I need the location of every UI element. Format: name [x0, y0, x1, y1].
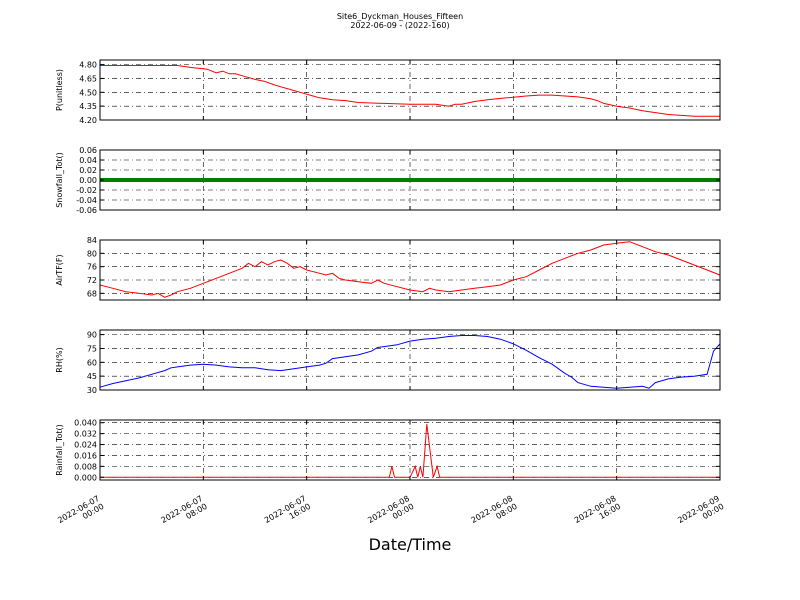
series-line-airt	[99, 241, 721, 298]
x-tick-label-4: 2022-06-0808:00	[470, 494, 519, 533]
y-tick-label-snow-3: 0.00	[79, 176, 97, 185]
x-tick-label-3: 2022-06-0800:00	[366, 494, 415, 533]
panel-snow: -0.06-0.04-0.020.000.020.040.06 Snowfall_…	[55, 146, 721, 215]
y-tick-label-rain-4: 0.032	[74, 430, 97, 439]
figure-subtitle: 2022-06-09 - (2022-160)	[350, 21, 449, 30]
y-tick-label-rain-5: 0.040	[74, 419, 97, 428]
panel-p: 4.20 4.35 4.50 4.65 4.80 P(unitless)	[55, 59, 721, 125]
x-tick-label-1: 2022-06-0708:00	[160, 494, 209, 533]
y-axis-label-rh: RH(%)	[55, 347, 64, 372]
panel-rh: 30 45 60 75 90 RH(%)	[55, 329, 721, 395]
y-axis-label-p: P(unitless)	[55, 69, 64, 111]
y-tick-label-airt-2: 76	[87, 263, 97, 272]
y-axis-label-rain: Rainfall_Tot()	[55, 424, 64, 476]
series-line-rh	[99, 335, 721, 389]
panels: 4.204.354.504.654.80P(unitless)-0.06-0.0…	[55, 59, 721, 482]
y-tick-label-rh-4: 90	[87, 331, 97, 340]
y-tick-label-p-2: 4.50	[79, 88, 97, 97]
y-tick-label-rh-2: 60	[87, 358, 97, 367]
x-tick-label-6: 2022-06-0900:00	[676, 494, 725, 533]
y-tick-label-snow-0: -0.06	[76, 206, 97, 215]
y-tick-label-rh-3: 75	[87, 344, 97, 353]
y-tick-label-snow-4: 0.02	[79, 166, 97, 175]
y-tick-label-snow-2: -0.02	[76, 186, 97, 195]
y-tick-label-rh-0: 30	[87, 386, 97, 395]
y-tick-label-snow-6: 0.06	[79, 146, 97, 155]
y-tick-label-rain-1: 0.008	[74, 462, 97, 471]
figure-title: Site6_Dyckman_Houses_Fifteen	[337, 12, 463, 21]
y-tick-label-rain-0: 0.000	[74, 473, 97, 482]
panel-airt: 68 72 76 80 84 AirTF(F)	[55, 236, 721, 301]
series-line-p	[100, 65, 720, 117]
x-tick-label-0: 2022-06-0700:00	[56, 494, 105, 533]
y-tick-label-p-1: 4.35	[79, 102, 97, 111]
x-tick-labels: 2022-06-0700:00 2022-06-0708:00 2022-06-07…	[56, 494, 725, 533]
x-axis-label: Date/Time	[369, 535, 452, 554]
y-tick-label-rain-3: 0.024	[74, 441, 97, 450]
y-axis-label-snow: Snowfall_Tot()	[55, 152, 64, 208]
y-tick-label-airt-1: 72	[87, 276, 97, 285]
series-line-rain	[100, 424, 720, 478]
y-tick-label-airt-3: 80	[87, 249, 97, 258]
y-tick-label-rain-2: 0.016	[74, 451, 97, 460]
y-axis-label-airt: AirTF(F)	[55, 254, 64, 285]
y-tick-label-p-0: 4.20	[79, 116, 97, 125]
y-tick-label-airt-0: 68	[87, 289, 97, 298]
y-tick-label-snow-5: 0.04	[79, 156, 97, 165]
y-tick-label-snow-1: -0.04	[76, 196, 97, 205]
y-tick-label-airt-4: 84	[87, 236, 97, 245]
x-tick-label-5: 2022-06-0816:00	[573, 494, 622, 533]
y-tick-label-p-3: 4.65	[79, 74, 97, 83]
y-tick-label-p-4: 4.80	[79, 61, 97, 70]
y-tick-label-rh-1: 45	[87, 372, 97, 381]
x-tick-label-2: 2022-06-0716:00	[263, 494, 312, 533]
